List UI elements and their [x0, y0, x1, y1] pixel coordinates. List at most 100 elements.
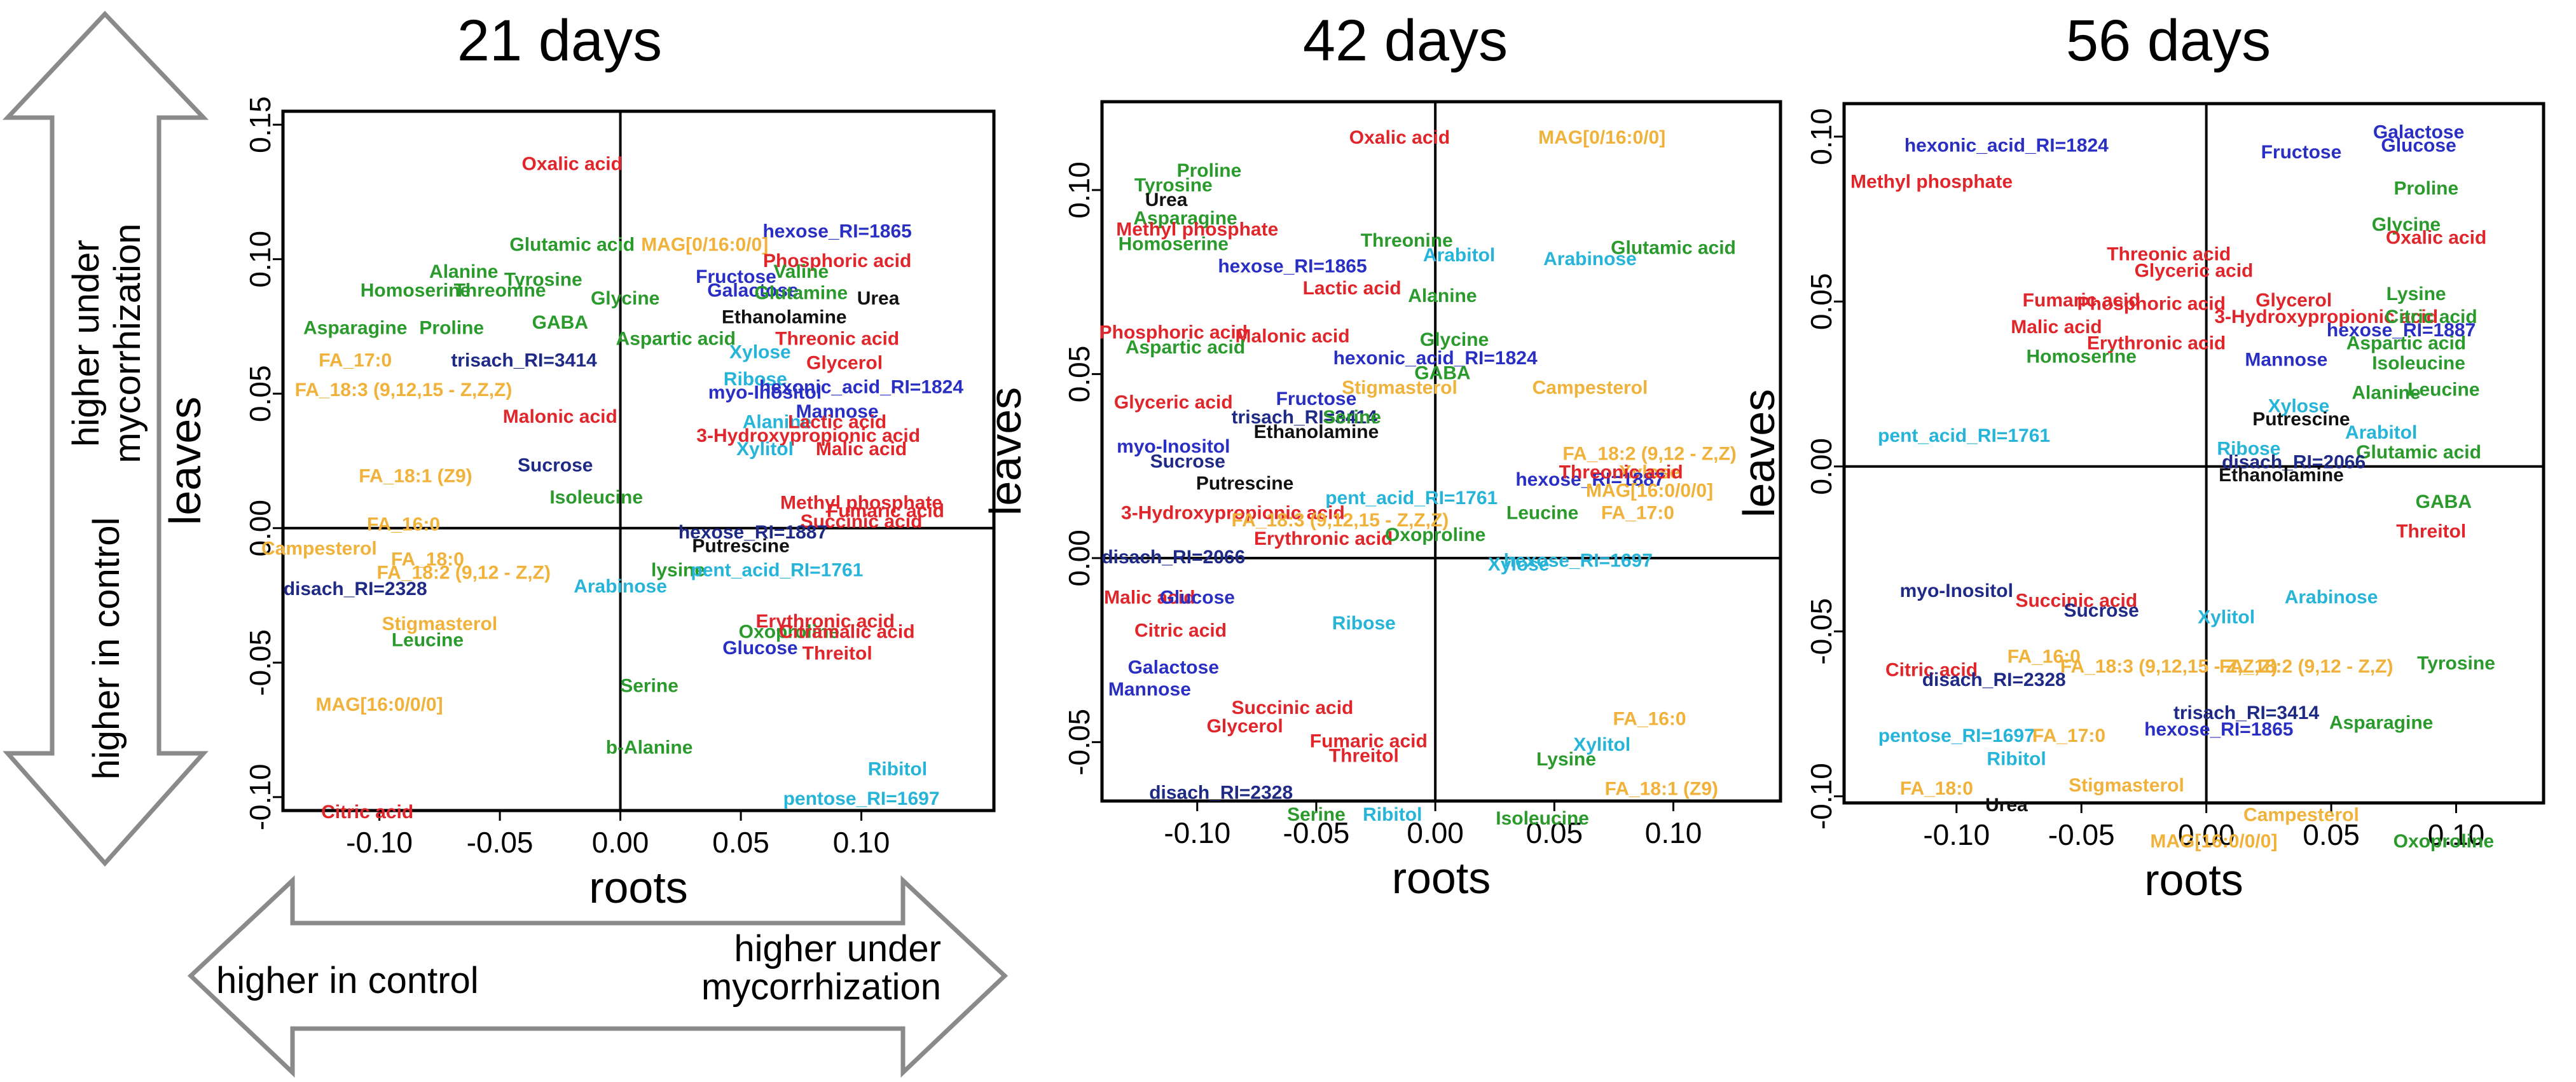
data-point-label: Glycerol — [1207, 716, 1283, 737]
data-point-label: FA_18:2 (9,12 - Z,Z) — [2219, 656, 2393, 677]
data-point-label: MAG[0/16:0/0] — [1538, 127, 1665, 148]
data-point-label: Glutamine — [754, 283, 848, 304]
x-tick-label: 0.10 — [1645, 816, 1702, 849]
data-point-label: Sucrose — [518, 455, 593, 476]
x-axis-label: roots — [1392, 853, 1491, 903]
data-point-label: Ribitol — [1363, 804, 1422, 825]
data-point-label: GABA — [1414, 362, 1470, 383]
data-point-label: pentose_RI=1697 — [1878, 725, 2035, 746]
data-point-label: Stigmasterol — [1342, 378, 1457, 399]
data-point-label: disach_RI=2066 — [1101, 547, 1245, 568]
x-tick-label: 0.00 — [2178, 818, 2235, 851]
data-point-label: Ribose — [1332, 613, 1396, 634]
data-point-label: Arabinose — [574, 576, 667, 597]
data-point-label: 3-Hydroxypropionic acid — [1121, 502, 1345, 523]
data-point-label: Xylitol — [1573, 734, 1630, 755]
data-point-label: Methyl phosphate — [1116, 219, 1278, 240]
data-point-label: Glucose — [1160, 587, 1235, 608]
data-point-label: disach_RI=2328 — [284, 579, 427, 599]
y-tick-label: -0.10 — [1805, 763, 1838, 830]
data-point-label: Xylose — [1488, 554, 1550, 575]
data-point-label: Putrescine — [2252, 409, 2350, 430]
data-point-label: myo-Inositol — [1900, 580, 2013, 601]
data-point-label: Xylose — [2268, 395, 2330, 416]
data-point-label: Ethanolamine — [1254, 421, 1379, 442]
x-tick-label: -0.10 — [1164, 816, 1230, 849]
data-point-label: Arabitol — [2345, 422, 2417, 443]
data-point-label: disach_RI=2328 — [1149, 782, 1293, 803]
arrow-top-text-line1: higher under — [65, 240, 107, 447]
data-point-label: Oxoproline — [1385, 524, 1485, 545]
data-point-label: hexose_RI=1887 — [2327, 320, 2476, 341]
data-point-label: Ethanolamine — [2219, 465, 2344, 486]
data-point-label: Aspartic acid — [1126, 337, 1245, 358]
data-point-label: Sucrose — [1150, 451, 1225, 472]
data-point-label: Oxoproline — [2393, 831, 2494, 852]
data-point-label: Galactose — [707, 280, 798, 301]
data-point-label: Campesterol — [1533, 378, 1648, 399]
data-point-label: Glucose — [722, 638, 797, 659]
y-tick-label: 0.05 — [1805, 273, 1838, 331]
horizontal-arrow-shape — [187, 875, 1009, 1078]
data-point-label: Fumaric acid — [1310, 730, 1428, 751]
data-point-label: Threonic acid — [2107, 244, 2231, 265]
data-point-label: FA_17:0 — [2032, 725, 2105, 746]
y-tick-label: 0.10 — [1063, 161, 1096, 219]
data-point-label: Galactose — [2373, 122, 2464, 143]
data-point-label: Erythronic acid — [1254, 528, 1393, 549]
data-point-label: Fumaric acid — [2023, 290, 2140, 311]
point-labels: Oxalic acid MAG[0/16:0/0] ProlineTyrosineU… — [1099, 127, 1737, 829]
data-point-label: pent_acid_RI=1761 — [691, 559, 863, 580]
data-point-label: Tyrosine — [2417, 653, 2495, 674]
data-point-label: Lactic acid — [1303, 278, 1402, 299]
data-point-label: Asparagine — [303, 318, 407, 339]
data-point-label: trisach_RI=3414 — [2173, 702, 2320, 723]
data-point-label: Lactic acid — [788, 412, 886, 433]
data-point-label: hexose_RI=1865 — [1218, 256, 1367, 277]
x-axis-label: roots — [589, 863, 688, 912]
data-point-label: Glucose — [2381, 135, 2456, 156]
x-tick-label: 0.05 — [2303, 818, 2360, 851]
data-point-label: Glyceric acid — [2135, 261, 2254, 282]
data-point-label: hexose_RI=1865 — [762, 221, 911, 242]
data-point-label: Malic acid — [816, 439, 907, 460]
data-point-label: Serine — [1287, 804, 1346, 825]
data-point-label: Threonic acid — [775, 329, 899, 350]
x-tick-label: 0.05 — [1526, 816, 1583, 849]
chart-title: 56 days — [2066, 8, 2271, 73]
data-point-label: Phosphoric acid — [2077, 293, 2226, 314]
x-tick-label: -0.05 — [2048, 818, 2115, 851]
data-point-label: Tyrosine — [504, 269, 582, 290]
data-point-label: Leucine — [1506, 502, 1578, 523]
x-axis-label: roots — [2144, 855, 2243, 905]
y-axis-label: leaves — [160, 397, 210, 525]
data-point-label: Glycine — [2372, 214, 2441, 235]
data-point-label: Ribitol — [868, 758, 927, 779]
data-point-label: Serine — [620, 675, 678, 696]
data-point-label: Citric acid — [2385, 306, 2477, 327]
data-point-label: Isoleucine — [2372, 353, 2465, 374]
data-point-label: Glycine — [591, 288, 659, 309]
arrow-left-text: higher in control — [216, 960, 479, 1001]
data-point-label: hexose_RI=1887 — [1515, 469, 1664, 490]
y-tick-label: 0.15 — [244, 96, 277, 153]
x-tick-label: -0.10 — [346, 826, 413, 859]
y-tick-label: -0.05 — [244, 629, 277, 696]
y-tick-label: 0.00 — [244, 500, 277, 557]
data-point-label: Citric acid — [1885, 659, 1978, 680]
data-point-label: Phosphoric acid — [1099, 322, 1248, 343]
data-point-label: pent_acid_RI=1761 — [1325, 488, 1498, 509]
data-point-label: FA_18:2 (9,12 - Z,Z) — [377, 563, 551, 584]
data-point-label: MAG[0/16:0/0] — [641, 234, 768, 255]
data-point-label: Arabinose — [1543, 249, 1637, 270]
data-point-label: Alanine — [743, 412, 811, 433]
data-point-label: Citric acid — [1134, 620, 1227, 641]
y-tick-label: 0.05 — [244, 365, 277, 422]
chart-panel-2: 42 days -0.10 -0.05 0.00 0.05 0.10 -0.05 0.00 0.… — [981, 8, 1782, 903]
data-point-label: Aspartic acid — [2346, 333, 2466, 354]
data-point-label: Homoserine — [2027, 346, 2137, 367]
data-point-label: Campesterol — [2243, 805, 2359, 826]
data-point-label: Ribose — [724, 369, 787, 390]
data-point-label: Malic acid — [2011, 317, 2102, 338]
data-point-label: MAG[16:0/0/0] — [1586, 481, 1713, 502]
